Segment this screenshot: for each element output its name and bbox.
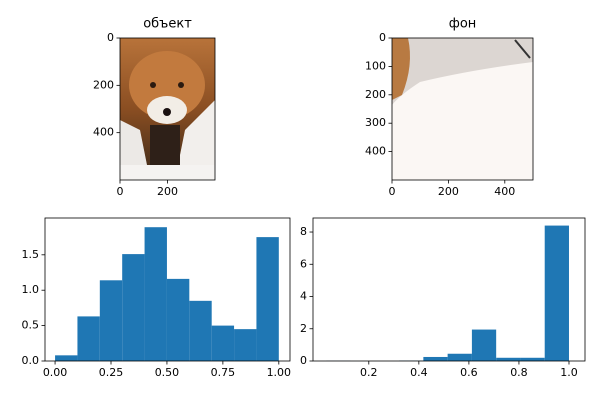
- bar: [544, 225, 569, 361]
- bar: [99, 280, 123, 361]
- x-tick-label: 0.50: [155, 366, 180, 379]
- y-tick-label: 8: [300, 225, 307, 238]
- y-tick-label: 4: [300, 290, 307, 303]
- bar: [211, 325, 235, 361]
- x-tick-label: 0.25: [99, 366, 124, 379]
- y-tick-label: 1.0: [22, 283, 40, 296]
- bar: [55, 355, 78, 361]
- bar: [189, 300, 212, 361]
- axes-frame: [312, 217, 586, 362]
- bar: [447, 353, 472, 361]
- bar: [496, 357, 521, 361]
- x-tick-label: 0.6: [460, 366, 478, 379]
- subplot-title: фон: [449, 17, 477, 32]
- y-tick-label: 400: [93, 126, 114, 139]
- x-tick-label: 0.4: [410, 366, 428, 379]
- x-tick-label: 0: [389, 185, 396, 198]
- bar: [144, 227, 167, 361]
- y-tick-label: 1.5: [22, 248, 40, 261]
- bar: [471, 329, 497, 361]
- subplot-title: объект: [143, 17, 192, 32]
- x-tick-label: 200: [438, 185, 459, 198]
- bar: [256, 237, 279, 361]
- axes-frame: [44, 217, 291, 362]
- x-tick-label: 0.00: [43, 366, 68, 379]
- x-tick-label: 0: [117, 185, 124, 198]
- y-tick-label: 0: [300, 354, 307, 367]
- y-tick-label: 0: [107, 31, 114, 44]
- y-tick-label: 2: [300, 322, 307, 335]
- bar: [166, 278, 190, 361]
- bar: [122, 254, 145, 361]
- bar: [234, 329, 257, 361]
- y-tick-label: 0: [379, 31, 386, 44]
- background-image: [392, 38, 533, 180]
- y-tick-label: 0.0: [22, 354, 40, 367]
- bar: [77, 316, 100, 361]
- x-tick-label: 0.2: [360, 366, 378, 379]
- x-tick-label: 1.00: [267, 366, 292, 379]
- y-tick-label: 200: [93, 78, 114, 91]
- bar: [423, 356, 448, 361]
- y-tick-label: 400: [365, 145, 386, 158]
- axes-frame: [391, 37, 534, 181]
- y-tick-label: 0.5: [22, 319, 40, 332]
- x-tick-label: 0.75: [211, 366, 236, 379]
- x-tick-label: 400: [494, 185, 515, 198]
- y-tick-label: 100: [365, 59, 386, 72]
- y-tick-label: 200: [365, 88, 386, 101]
- x-tick-label: 200: [157, 185, 178, 198]
- x-tick-label: 1.0: [560, 366, 578, 379]
- fox-image: [120, 38, 215, 180]
- x-tick-label: 0.8: [510, 366, 528, 379]
- y-tick-label: 300: [365, 116, 386, 129]
- bar: [520, 357, 545, 361]
- y-tick-label: 6: [300, 257, 307, 270]
